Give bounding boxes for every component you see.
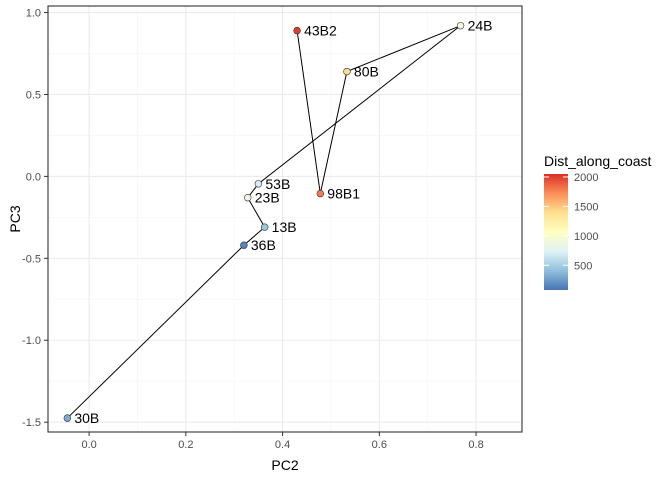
point-label-24b: 24B (468, 18, 493, 34)
legend-tick-label: 2000 (574, 172, 598, 184)
legend-tick-label: 1500 (574, 201, 598, 213)
y-tick-label: -1.5 (22, 417, 41, 429)
legend-tick-label: 500 (574, 260, 592, 272)
y-tick-label: -0.5 (22, 253, 41, 265)
point-label-80b: 80B (354, 64, 379, 80)
y-tick-label: 1.0 (26, 8, 41, 20)
data-point-36b (240, 241, 248, 249)
data-point-23b (244, 194, 252, 202)
data-point-80b (343, 67, 351, 76)
y-axis-title: PC3 (7, 205, 23, 232)
x-tick-label: 0.6 (372, 439, 387, 451)
point-label-30b: 30B (74, 410, 99, 426)
y-tick-label: 0.5 (26, 89, 41, 101)
data-point-13b (260, 223, 269, 231)
x-tick-label: 0.8 (468, 439, 483, 451)
y-axis-ticks: 1.0 0.5 0.0 -0.5 -1.0 -1.5 (22, 8, 48, 429)
legend-colorbar (544, 174, 568, 290)
data-point-98b1 (316, 189, 325, 198)
legend-title: Dist_along_coast (544, 153, 652, 169)
panel-border (47, 5, 523, 433)
x-tick-label: 0.0 (81, 439, 96, 451)
color-legend: Dist_along_coast 500 1000 1500 2000 (544, 153, 652, 290)
panel-background (48, 6, 522, 432)
y-tick-label: -1.0 (22, 335, 41, 347)
data-point-24b (456, 21, 465, 30)
x-axis-ticks: 0.0 0.2 0.4 0.6 0.8 (81, 432, 484, 451)
legend-tick-label: 1000 (574, 231, 598, 243)
point-label-98b1: 98B1 (327, 186, 360, 202)
data-point-43b2 (293, 26, 301, 35)
x-axis-title: PC2 (271, 457, 298, 473)
point-label-43b2: 43B2 (304, 23, 337, 39)
data-point-53b (254, 180, 263, 188)
point-label-36b: 36B (251, 237, 276, 253)
x-tick-label: 0.2 (178, 439, 193, 451)
point-label-13b: 13B (272, 219, 297, 235)
x-tick-label: 0.4 (275, 439, 290, 451)
y-tick-label: 0.0 (26, 171, 41, 183)
data-point-30b (63, 414, 72, 422)
point-label-53b: 53B (265, 176, 290, 192)
point-label-23b: 23B (255, 190, 280, 206)
